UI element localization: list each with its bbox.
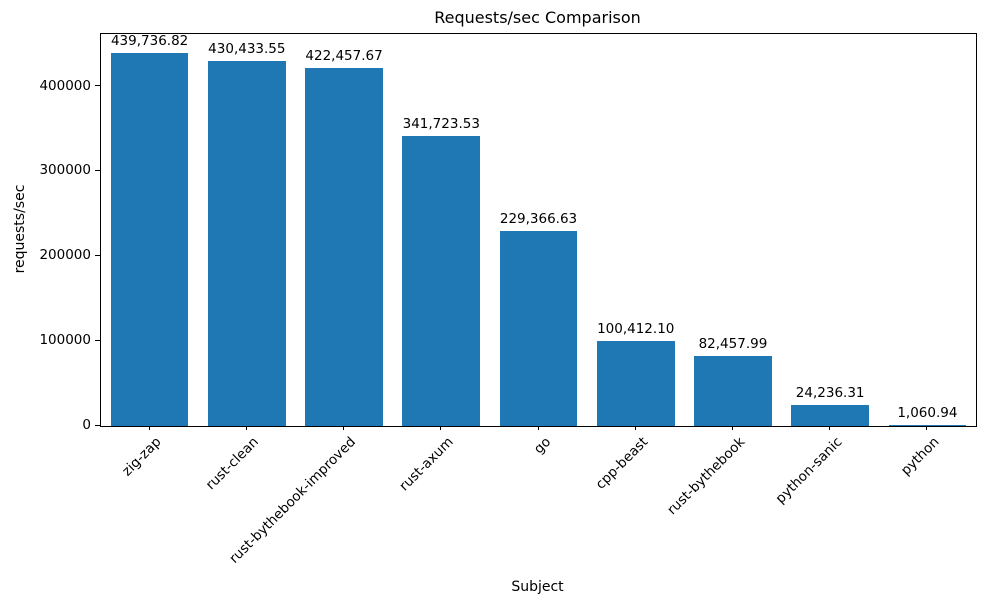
x-tick-mark: [148, 426, 150, 430]
y-tick-mark: [95, 254, 100, 256]
y-tick-mark: [95, 424, 100, 426]
bar-value-label-rust-axum: 341,723.53: [402, 116, 480, 133]
bar-rust-clean: [207, 60, 286, 426]
x-tick-label-rust-clean: rust-clean: [203, 434, 263, 494]
bar-python: [888, 425, 967, 426]
x-tick-label-rust-axum: rust-axum: [396, 434, 457, 495]
x-tick-label-zig-zap: zig-zap: [119, 434, 165, 480]
y-tick-label: 400000: [39, 77, 91, 94]
bar-value-label-python-sanic: 24,236.31: [795, 385, 865, 402]
x-tick-mark: [731, 426, 733, 430]
bar-value-label-cpp-beast: 100,412.10: [597, 320, 675, 337]
x-tick-mark: [245, 426, 247, 430]
x-tick-mark: [440, 426, 442, 430]
x-tick-label-go: go: [530, 434, 554, 458]
x-tick-label-cpp-beast: cpp-beast: [592, 434, 652, 493]
bar-zig-zap: [110, 52, 189, 426]
bar-value-label-zig-zap: 439,736.82: [110, 32, 189, 49]
y-tick-label: 0: [82, 417, 91, 433]
y-tick-mark: [95, 85, 100, 87]
x-tick-mark: [537, 426, 539, 430]
bar-value-label-rust-bythebook-improved: 422,457.67: [305, 47, 383, 64]
x-tick-mark: [926, 426, 928, 430]
x-tick-mark: [634, 426, 636, 430]
x-tick-label-python: python: [897, 434, 943, 479]
bar-value-label-rust-clean: 430,433.55: [208, 40, 286, 57]
bar-python-sanic: [791, 405, 870, 426]
bar-value-label-go: 229,366.63: [499, 211, 578, 228]
y-tick-label: 100000: [39, 332, 91, 349]
bar-rust-bythebook-improved: [305, 67, 383, 426]
x-tick-label-rust-bythebook: rust-bythebook: [664, 434, 749, 519]
bar-value-label-python: 1,060.94: [897, 405, 958, 422]
y-tick-mark: [95, 339, 100, 341]
x-tick-mark: [343, 426, 345, 430]
y-axis-label: requests/sec: [12, 184, 28, 274]
x-tick-label-python-sanic: python-sanic: [772, 434, 846, 507]
bar-value-label-rust-bythebook: 82,457.99: [698, 336, 768, 353]
plot-area: 439,736.82 430,433.55 422,457.67 341,723.53…: [100, 33, 977, 427]
bar-go: [499, 231, 578, 426]
y-tick-mark: [95, 169, 100, 171]
y-tick-label: 200000: [39, 247, 91, 264]
chart-title: Requests/sec Comparison: [434, 8, 641, 27]
bar-rust-axum: [402, 136, 481, 426]
x-axis-label: Subject: [511, 579, 564, 595]
bar-cpp-beast: [596, 340, 675, 426]
y-tick-label: 300000: [39, 162, 91, 179]
x-tick-mark: [829, 426, 831, 430]
bar-rust-bythebook: [694, 356, 772, 426]
